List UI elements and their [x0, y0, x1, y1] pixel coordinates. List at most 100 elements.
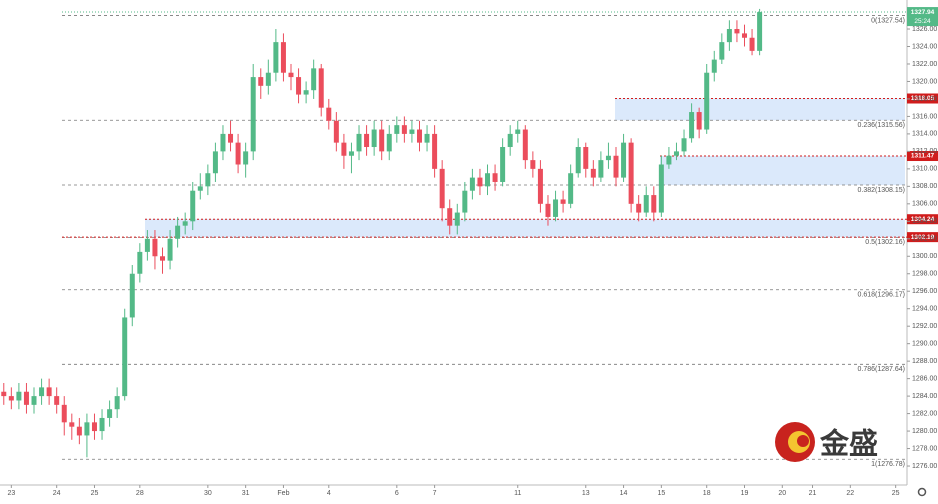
- candle-body: [485, 173, 491, 187]
- candle-body: [167, 238, 173, 261]
- candle-body: [235, 142, 241, 165]
- candle-body: [500, 147, 506, 182]
- candle-body: [590, 168, 596, 178]
- candle-body: [689, 112, 695, 139]
- candle-body: [303, 90, 309, 95]
- level-tag-label: 1304.24: [911, 216, 935, 223]
- candle-body: [613, 155, 619, 178]
- candle-body: [220, 133, 226, 152]
- candle-body: [409, 129, 415, 134]
- candle-body: [537, 168, 543, 204]
- x-tick-label: 28: [136, 490, 144, 497]
- x-tick-label: 4: [327, 490, 331, 497]
- candle-body: [371, 129, 377, 148]
- x-tick-label: 19: [741, 490, 749, 497]
- candle-body: [280, 42, 286, 73]
- candle-body: [658, 164, 664, 213]
- y-tick-label: 1300.00: [912, 253, 937, 260]
- candle-body: [628, 142, 634, 204]
- candle-body: [152, 238, 158, 257]
- y-tick-label: 1288.00: [912, 358, 937, 365]
- candle-body: [507, 133, 513, 148]
- candle-body: [69, 422, 75, 427]
- candle-body: [379, 129, 385, 152]
- y-tick-label: 1320.00: [912, 78, 937, 85]
- candle-body: [462, 190, 468, 213]
- candle-body: [288, 72, 294, 78]
- candle-body: [681, 138, 687, 152]
- candle-body: [666, 155, 672, 165]
- gear[interactable]: [917, 487, 927, 497]
- zone: [615, 98, 905, 121]
- candle-body: [84, 422, 90, 436]
- candle-body: [175, 225, 181, 239]
- candle-body: [212, 151, 218, 174]
- candle-body: [560, 199, 566, 204]
- x-tick-label: 14: [620, 490, 628, 497]
- y-tick-label: 1322.00: [912, 61, 937, 68]
- last-price-label: 1327.94: [911, 9, 935, 16]
- candle-body: [636, 203, 642, 213]
- y-tick-label: 1276.00: [912, 463, 937, 470]
- candle-body: [621, 142, 627, 178]
- candle-body: [318, 68, 324, 108]
- y-tick-label: 1308.00: [912, 183, 937, 190]
- x-tick-label: 18: [703, 490, 711, 497]
- candle-body: [273, 42, 279, 73]
- candle-body: [197, 186, 203, 191]
- settings-icon[interactable]: [917, 487, 927, 497]
- y-tick-label: 1324.00: [912, 43, 937, 50]
- y-tick-label: 1284.00: [912, 393, 937, 400]
- candle-body: [734, 29, 740, 34]
- y-tick-label: 1292.00: [912, 323, 937, 330]
- logo-icon-core: [797, 435, 809, 447]
- candle-body: [122, 317, 128, 397]
- x-tick-label: 6: [395, 490, 399, 497]
- zone: [145, 219, 905, 238]
- x-tick-label: 23: [7, 490, 15, 497]
- level-tag: [907, 151, 938, 162]
- fib-label: 0.382(1308.15): [858, 187, 905, 194]
- level-tag-label: 1318.05: [911, 95, 935, 102]
- candle-body: [46, 387, 52, 397]
- candle-body: [401, 125, 407, 134]
- x-tick-label: 25: [91, 490, 99, 497]
- candle-body: [228, 133, 234, 143]
- candle-body: [605, 155, 611, 161]
- candle-body: [54, 396, 60, 405]
- x-tick-label: 25: [892, 490, 900, 497]
- y-tick-label: 1316.00: [912, 113, 937, 120]
- candle-body: [439, 168, 445, 209]
- candle-body: [1, 391, 7, 397]
- candle-body: [696, 112, 702, 130]
- candle-body: [651, 195, 657, 213]
- y-tick-label: 1286.00: [912, 375, 937, 382]
- logo: 金盛: [775, 422, 878, 462]
- candle-body: [250, 77, 256, 152]
- candle-body: [598, 160, 604, 178]
- candle-body: [553, 199, 559, 217]
- candle-body: [76, 426, 82, 436]
- y-tick-label: 1282.00: [912, 410, 937, 417]
- x-tick-label: 21: [809, 490, 817, 497]
- candle-body: [575, 147, 581, 174]
- y-tick-label: 1314.00: [912, 131, 937, 138]
- x-tick-label: 7: [433, 490, 437, 497]
- level-tag-label: 1302.19: [911, 234, 935, 241]
- x-tick-label: 31: [242, 490, 250, 497]
- candle-body: [424, 133, 430, 143]
- fib-label: 0.5(1302.16): [865, 239, 905, 246]
- candle-body: [311, 68, 317, 91]
- last-price-tag: [907, 7, 938, 27]
- fib-label: 1(1276.78): [871, 461, 905, 468]
- y-tick-label: 1318.00: [912, 96, 937, 103]
- y-tick-label: 1280.00: [912, 428, 937, 435]
- candle-body: [477, 177, 483, 187]
- candle-body: [416, 129, 422, 143]
- fib-label: 0.236(1315.56): [858, 122, 905, 129]
- x-tick-label: 22: [846, 490, 854, 497]
- candle-body: [469, 177, 475, 191]
- candle-body: [757, 12, 763, 51]
- fib-label: 0.618(1296.17): [858, 292, 905, 299]
